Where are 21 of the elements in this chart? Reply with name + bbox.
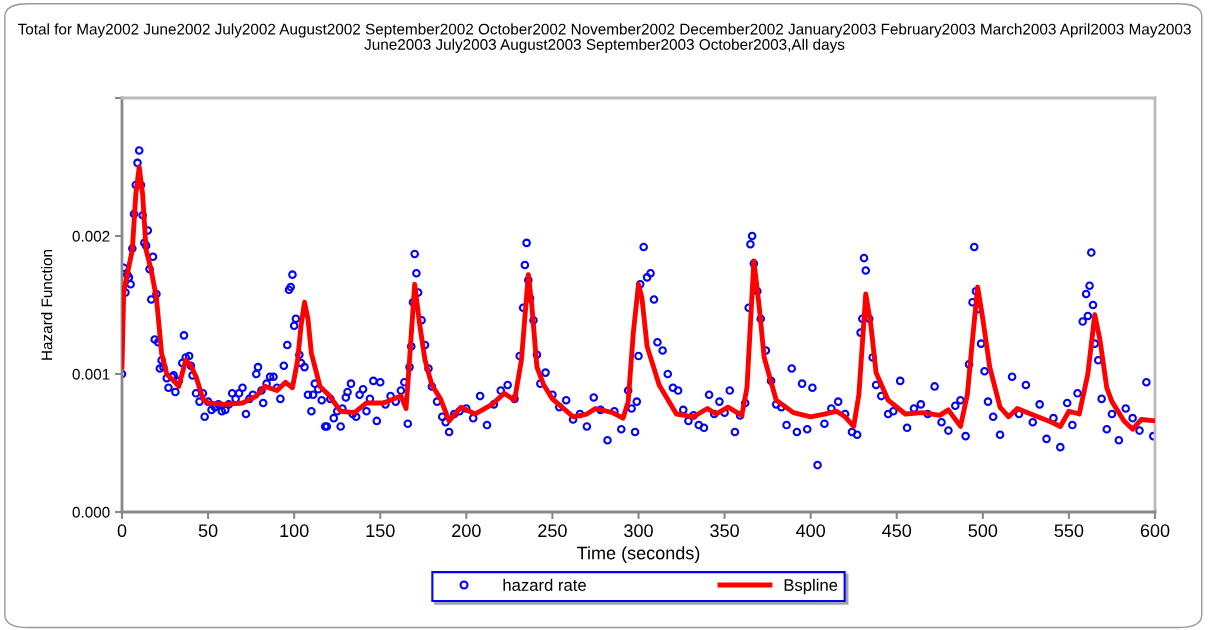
x-tick-label: 300 [624,524,653,538]
legend-label: hazard rate [503,578,586,591]
x-tick-label: 450 [882,524,912,538]
legend-label: Bspline [784,578,838,595]
x-tick-label: 600 [1140,524,1170,538]
y-tick-label: 0.000 [72,506,110,518]
x-tick-label: 550 [1054,524,1084,538]
x-tick-label: 50 [198,524,218,538]
x-axis-title: Time (seconds) [577,546,700,564]
x-tick-label: 500 [968,524,998,538]
chart-title: Total for May2002 June2002 July2002 August2002 September2002 October2002 November2002 December2002 January2003 February2003 March2003 April2003 May2003 June2003 July2003 August2003 September2003 October2003,All days [18,23,1191,53]
x-tick-label: 400 [796,524,826,538]
y-tick-label: 0.002 [72,230,110,242]
x-tick-label: 250 [538,524,567,538]
x-tick-label: 350 [710,524,739,538]
y-axis-title: Hazard Function [41,249,53,360]
x-tick-label: 100 [280,524,309,538]
y-tick-label: 0.001 [72,368,110,380]
x-tick-label: 200 [452,524,481,538]
x-tick-label: 150 [366,524,395,538]
x-tick-label: 0 [117,524,127,538]
